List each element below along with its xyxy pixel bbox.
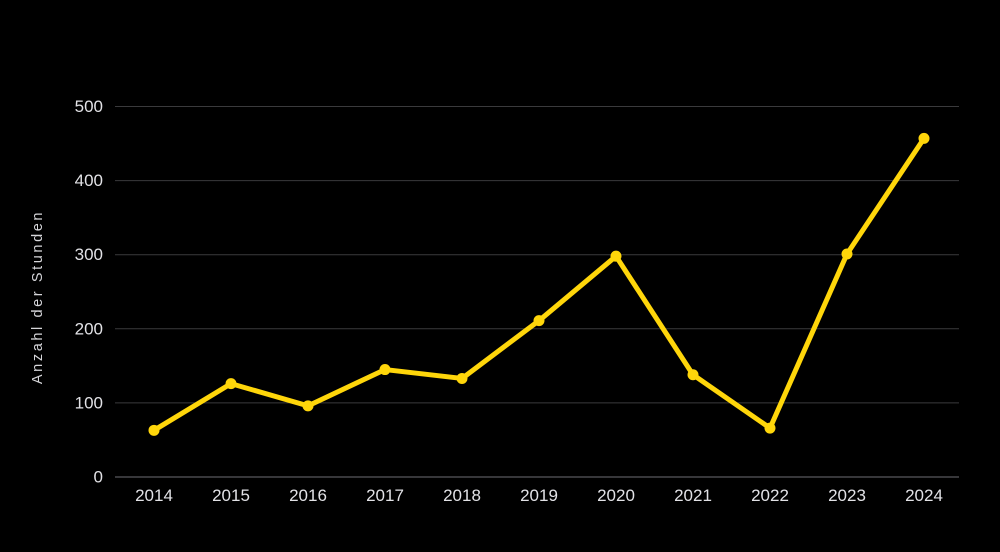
x-tick-label: 2019 bbox=[520, 486, 558, 505]
x-tick-label: 2017 bbox=[366, 486, 404, 505]
data-point-2014 bbox=[148, 424, 160, 436]
x-tick-label: 2016 bbox=[289, 486, 327, 505]
x-tick-label: 2018 bbox=[443, 486, 481, 505]
data-point-2015 bbox=[225, 378, 237, 390]
x-tick-label: 2023 bbox=[828, 486, 866, 505]
y-tick-label: 200 bbox=[75, 319, 103, 338]
data-point-2024 bbox=[918, 132, 930, 144]
data-point-2019 bbox=[533, 315, 545, 327]
x-tick-label: 2024 bbox=[905, 486, 943, 505]
y-tick-label: 500 bbox=[75, 97, 103, 116]
y-axis-title: Anzahl der Stunden bbox=[30, 209, 46, 385]
x-tick-label: 2015 bbox=[212, 486, 250, 505]
y-tick-label: 400 bbox=[75, 171, 103, 190]
data-point-2017 bbox=[379, 364, 391, 376]
data-point-2018 bbox=[456, 372, 468, 384]
y-tick-label: 300 bbox=[75, 245, 103, 264]
data-point-2016 bbox=[302, 400, 314, 412]
data-point-2020 bbox=[610, 250, 622, 262]
x-tick-label: 2021 bbox=[674, 486, 712, 505]
x-tick-label: 2014 bbox=[135, 486, 173, 505]
data-point-2022 bbox=[764, 422, 776, 434]
data-point-2023 bbox=[841, 248, 853, 260]
y-tick-label: 0 bbox=[94, 468, 103, 487]
data-point-2021 bbox=[687, 369, 699, 381]
x-tick-label: 2022 bbox=[751, 486, 789, 505]
y-tick-label: 100 bbox=[75, 393, 103, 412]
x-tick-label: 2020 bbox=[597, 486, 635, 505]
